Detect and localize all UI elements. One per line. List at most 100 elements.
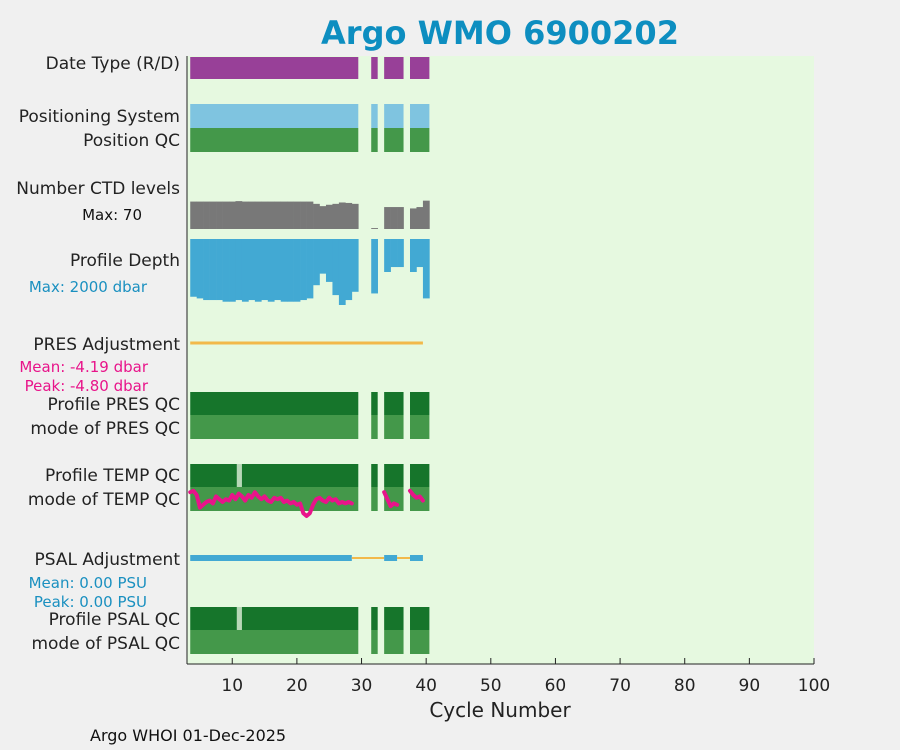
profile-depth-bar [274,239,282,301]
chart-title: Argo WMO 6900202 [321,14,679,52]
ctd-levels-bar [371,228,378,229]
profile-depth-bar [422,239,430,299]
ctd-levels-bar [390,207,398,229]
ctd-levels-bar [422,200,430,229]
profile-depth-bar [267,239,275,302]
profile-depth-bar [261,239,269,301]
profile-depth-bar [416,239,424,268]
positioning-system-bar [410,104,430,128]
x-tick-label: 30 [351,676,373,696]
profile-depth-bar [203,239,210,301]
position-qc-bar [384,128,404,152]
ctd-levels-bar [190,201,197,229]
x-tick-label: 20 [286,676,308,696]
position-qc-bar [190,128,359,152]
profile-pres-qc-bar [410,392,430,415]
profile-depth-bar [390,239,398,268]
position-qc-bar [410,128,430,152]
mode-temp-qc-bar [371,487,378,511]
ctd-levels-bar [254,201,262,229]
profile-pres-qc-bar [371,392,378,415]
profile-depth-bar [371,239,378,294]
psal-mean-note: Mean: 0.00 PSU [29,574,147,592]
temp-mode-line [188,488,354,518]
profile-depth-bar [229,239,236,302]
mode-psal-qc-bar [410,630,430,654]
pres-peak-note: Peak: -4.80 dbar [25,377,149,395]
profile-depth-bar [209,239,217,301]
x-tick-label: 80 [674,676,696,696]
footer-text: Argo WHOI 01-Dec-2025 [90,726,286,745]
profile-depth-bar [293,239,301,302]
mode-psal-qc-bar [190,630,359,654]
ctd-levels-bar [313,203,320,229]
x-tick-label: 40 [415,676,437,696]
row-label: Profile PSAL QC [49,610,180,630]
ctd-levels-bar [222,201,230,229]
positioning-system-bar [384,104,404,128]
mode-psal-qc-bar [371,630,378,654]
profile-pres-qc-bar [190,392,359,415]
x-tick-label: 70 [609,676,631,696]
x-tick-label: 10 [221,676,243,696]
ctd-levels-bar [306,201,314,229]
psal-peak-note: Peak: 0.00 PSU [34,593,147,611]
ctd-levels-bar [293,201,301,229]
profile-depth-bar [287,239,294,302]
profile-depth-bar [345,239,353,301]
ctd-levels-bar [332,203,340,229]
profile-depth-bar [397,239,404,268]
ctd-levels-bar [209,201,217,229]
row-label: Profile TEMP QC [45,466,180,486]
x-tick-label: 50 [480,676,502,696]
profile-psal-qc-bar [190,607,359,630]
row-label: mode of PRES QC [30,419,180,439]
x-tick-label: 90 [739,676,761,696]
ctd-levels-bar [300,201,307,229]
mode-pres-qc-bar [410,415,430,439]
ctd-levels-bar [287,201,294,229]
ctd-levels-bar [203,201,210,229]
row-labels: Date Type (R/D) Positioning System Positio… [16,54,180,654]
ctd-levels-bar [267,201,275,229]
ctd-levels-bar [235,201,243,229]
ctd-levels-bar [319,206,327,229]
ctd-levels-bar [280,201,288,229]
positioning-system-bar [190,104,359,128]
ctd-levels-bar [345,202,353,229]
positioning-system-bar [371,104,378,128]
profile-depth-bar [313,239,320,286]
profile-depth-bar [384,239,391,272]
x-tick-label: 60 [545,676,567,696]
date-type-bar [371,57,378,79]
row-label: Date Type (R/D) [46,54,180,74]
profile-depth-bar [235,239,243,301]
profile-depth-bar [410,239,417,272]
mode-pres-qc-bar [371,415,378,439]
ctd-levels-bar [274,201,282,229]
profile-depth-bar [280,239,288,302]
row-label: Profile Depth [70,251,180,271]
profile-depth-bar [248,239,256,301]
pres-mean-note: Mean: -4.19 dbar [19,358,149,376]
row-label: PRES Adjustment [33,335,180,355]
date-type-bar [410,57,430,79]
position-qc-bar [371,128,378,152]
ctd-max-note: Max: 70 [82,206,142,224]
profile-psal-qc-bar [410,607,430,630]
mode-pres-qc-bar [384,415,404,439]
plot-area [187,56,814,664]
profile-depth-bar [325,239,333,282]
row-label: Profile PRES QC [47,395,180,415]
profile-psal-qc-bar [384,607,404,630]
profile-depth-bar [241,239,249,302]
mode-psal-qc-bar [384,630,404,654]
mode-pres-qc-bar [190,415,359,439]
ctd-levels-bar [384,207,391,229]
profile-depth-bar [306,239,314,299]
profile-temp-qc-bar [384,464,404,487]
ctd-levels-bar [229,201,236,229]
date-type-bar [384,57,404,79]
row-label: Positioning System [19,107,180,127]
